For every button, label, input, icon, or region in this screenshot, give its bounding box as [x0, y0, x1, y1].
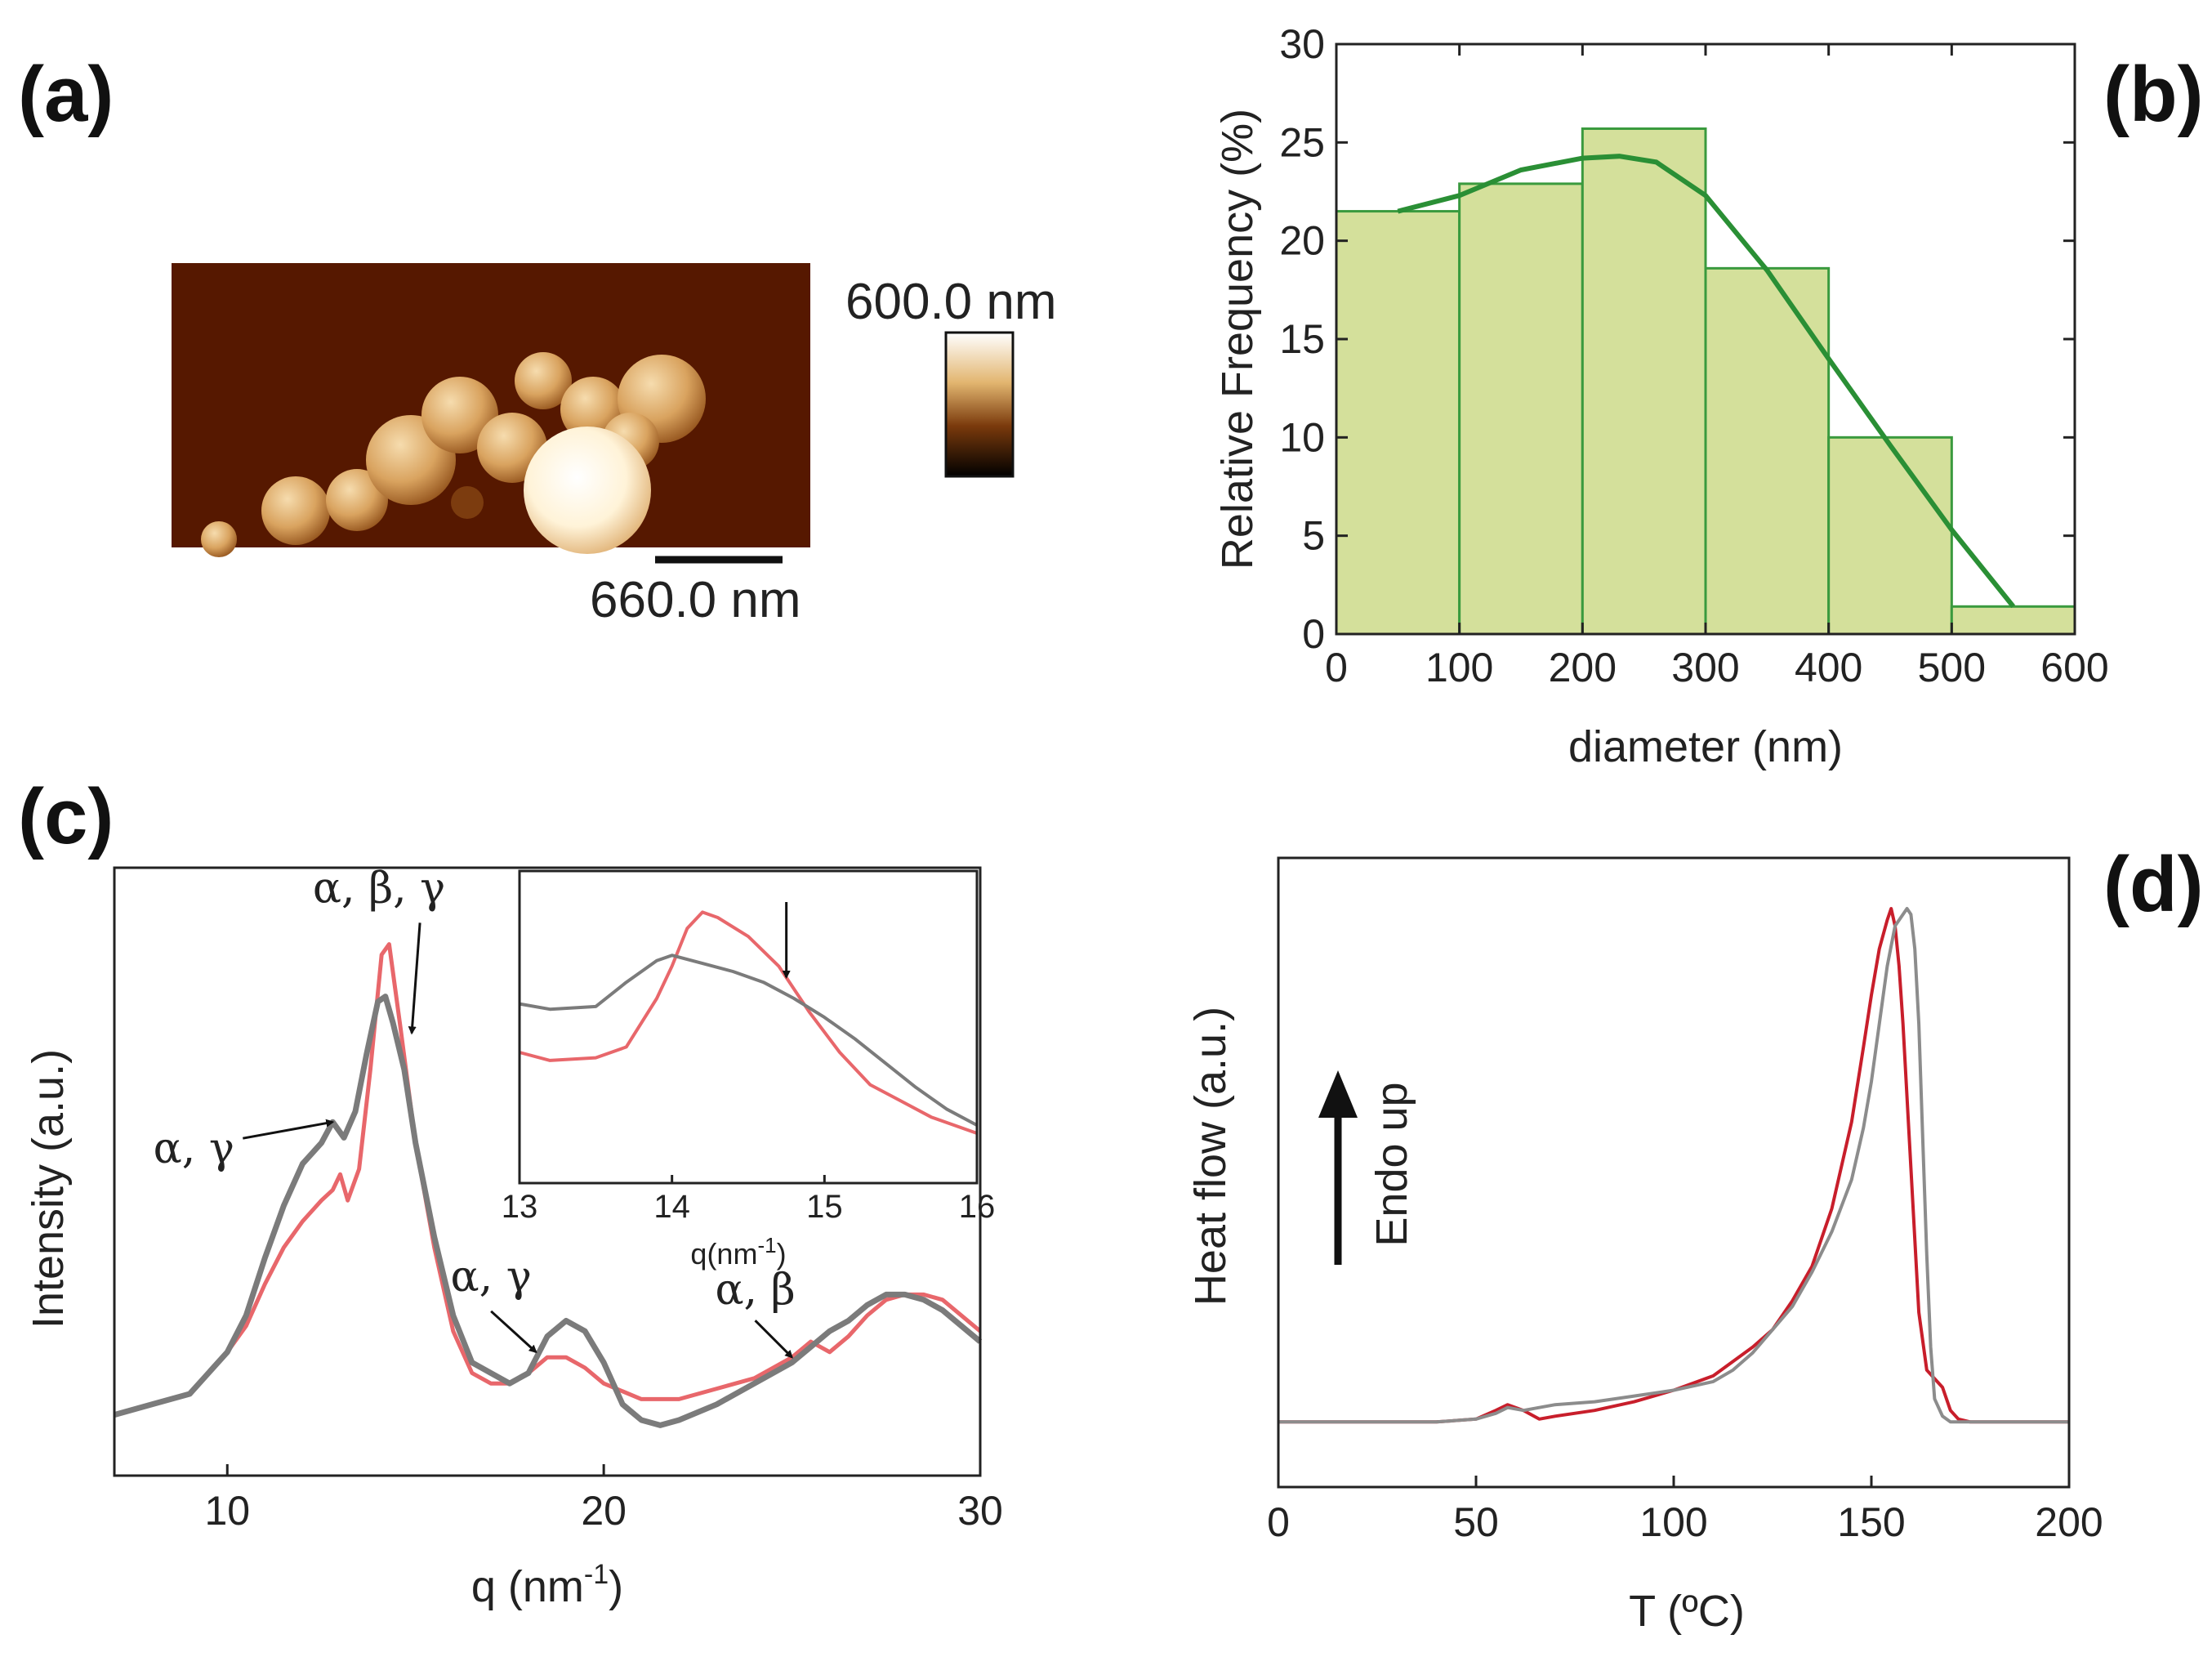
histogram-xtick-label-600: 600: [2040, 645, 2108, 690]
histogram-xlabel: diameter (nm): [1568, 722, 1843, 771]
dsc-xtick-label-150: 150: [1837, 1499, 1905, 1545]
xrd-inset: 13 14 15 16 q(nm-1): [502, 869, 996, 1271]
histogram-ytick-label-10: 10: [1279, 414, 1325, 460]
xrd-annotation-arrow-2: [490, 1310, 537, 1354]
xrd-annotation-arrow-0: [408, 922, 421, 1035]
xrd-xtick-label-30: 30: [957, 1488, 1003, 1534]
xrd-inset-line-gray: [519, 954, 978, 1127]
endo-up-label: Endo up: [1367, 1082, 1416, 1246]
histogram-bar-4: [1827, 435, 1953, 636]
histogram-bar-2: [1581, 127, 1707, 636]
histogram-xtick-label-500: 500: [1918, 645, 1986, 690]
xrd-annotation-label-3: α, β: [715, 1266, 795, 1315]
xrd-xlabel: q (nm-1): [471, 1559, 623, 1611]
xrd-xtick-label-20: 20: [581, 1488, 627, 1534]
xrd-ylabel: Intensity (a.u.): [24, 1049, 73, 1329]
histogram-bars: [1335, 127, 2076, 636]
histogram-ytick-label-20: 20: [1279, 218, 1325, 264]
afm-image: 600.0 nm 660.0 nm: [172, 263, 1057, 628]
histogram-xtick-label-300: 300: [1671, 645, 1739, 690]
xrd-xtick-label-10: 10: [204, 1488, 250, 1534]
xrd-inset-xtick-label-14: 14: [653, 1189, 690, 1225]
dsc-xtick-label-100: 100: [1639, 1499, 1707, 1545]
histogram-bar-5: [1950, 605, 2076, 636]
histogram-fit-curve: [1397, 154, 2016, 609]
dsc-xlabel: T (ºC): [1629, 1587, 1745, 1636]
xrd-inset-ticks: 13 14 15 16: [502, 1175, 996, 1225]
histogram-ytick-label-15: 15: [1279, 316, 1325, 362]
xrd-inset-xtick-label-13: 13: [502, 1189, 538, 1225]
xrd-annotation-label-1: α, γ: [154, 1124, 234, 1173]
dsc-line-red: [1278, 907, 2069, 1424]
histogram-ytick-label-0: 0: [1302, 611, 1325, 657]
afm-colorbar-max-label: 600.0 nm: [845, 274, 1057, 330]
histogram-ytick-label-30: 30: [1279, 21, 1325, 67]
dsc-lines: [1278, 907, 2069, 1424]
dsc-xtick-label-50: 50: [1453, 1499, 1499, 1545]
xrd-ticks: 10 20 30: [204, 1464, 1003, 1534]
xrd-annotation-label-2: α, γ: [451, 1253, 532, 1302]
dsc-ticks: 0 50 100 150 200: [1267, 1476, 2103, 1545]
xrd-inset-background: [520, 871, 977, 1183]
dsc-line-gray: [1278, 907, 2069, 1424]
histogram-ytick-label-25: 25: [1279, 119, 1325, 165]
histogram-ticks: 0 100 200 300 400 500 600 0 5 10 15 20 25 30: [1279, 21, 2108, 690]
dsc-xtick-label-0: 0: [1267, 1499, 1290, 1545]
afm-particles: [201, 352, 706, 557]
xrd-inset-lines: [519, 910, 978, 1135]
histogram-ylabel: Relative Frequency (%): [1213, 109, 1262, 569]
histogram-xtick-label-400: 400: [1795, 645, 1862, 690]
xrd-line-red: [114, 942, 982, 1418]
endo-up-indicator: Endo up: [1318, 1070, 1416, 1265]
panel-label-b: (b): [2103, 51, 2204, 138]
histogram-xtick-label-100: 100: [1425, 645, 1493, 690]
xrd-lines: [114, 942, 983, 1428]
xrd-frame: [113, 866, 982, 1477]
afm-scalebar-label: 660.0 nm: [590, 572, 801, 628]
panel-label-c: (c): [18, 773, 114, 860]
xrd-chart: 10 20 30 α, β, γ α, γ α, γ α, β q (nm-1) Inte…: [24, 864, 1003, 1611]
endo-up-arrowhead-icon: [1318, 1070, 1358, 1118]
xrd-inset-line-red: [519, 910, 978, 1135]
histogram-chart: 0 100 200 300 400 500 600 0 5 10 15 20 25 30 diameter…: [1213, 21, 2109, 771]
afm-colorbar: [944, 331, 1015, 478]
histogram-xtick-label-0: 0: [1325, 645, 1348, 690]
histogram-ytick-label-5: 5: [1302, 513, 1325, 559]
histogram-bar-3: [1704, 266, 1831, 636]
xrd-inset-xtick-label-16: 16: [959, 1189, 996, 1225]
xrd-annotation-arrow-1: [243, 1119, 335, 1140]
histogram-xtick-label-200: 200: [1549, 645, 1617, 690]
dsc-ylabel: Heat flow (a.u.): [1186, 1007, 1235, 1306]
histogram-bar-1: [1458, 182, 1584, 636]
panel-label-d: (d): [2103, 841, 2204, 928]
xrd-line-gray: [114, 994, 983, 1428]
xrd-inset-xlabel: q(nm-1): [690, 1233, 786, 1271]
xrd-annotations: α, β, γ α, γ α, γ α, β: [154, 864, 796, 1359]
panel-label-a: (a): [18, 51, 114, 138]
dsc-chart: 0 50 100 150 200 T (ºC) Heat flow (a.u.) End…: [1186, 856, 2103, 1636]
histogram-bar-0: [1335, 210, 1461, 636]
dsc-xtick-label-200: 200: [2035, 1499, 2103, 1545]
xrd-inset-xtick-label-15: 15: [806, 1189, 843, 1225]
xrd-annotation-arrow-3: [754, 1320, 793, 1359]
xrd-annotation-label-0: α, β, γ: [313, 864, 445, 913]
xrd-inset-frame: [518, 869, 979, 1185]
